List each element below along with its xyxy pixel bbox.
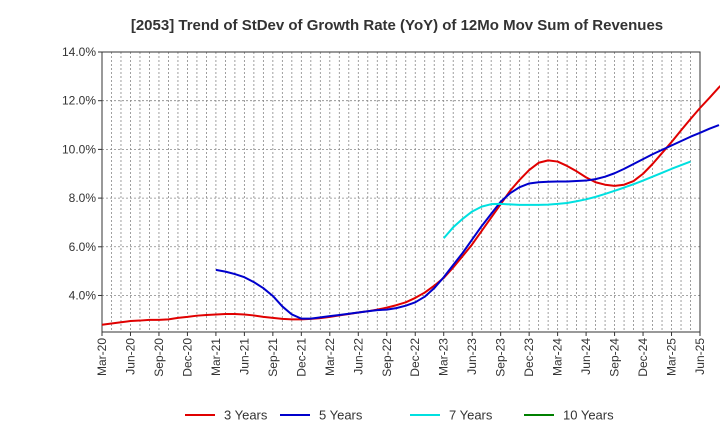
- x-tick-label: Jun-22: [351, 338, 365, 375]
- legend-label: 10 Years: [563, 408, 614, 423]
- y-tick-label: 4.0%: [69, 288, 97, 302]
- series-line-7-years: [442, 160, 691, 239]
- series-line-3-years: [101, 84, 720, 326]
- y-tick-label: 6.0%: [69, 240, 97, 254]
- legend-label: 5 Years: [319, 408, 363, 423]
- x-tick-label: Jun-21: [237, 338, 251, 375]
- plot-area: [101, 51, 701, 333]
- x-tick-label: Mar-25: [665, 338, 679, 376]
- x-tick-label: Dec-20: [180, 338, 194, 377]
- x-tick-label: Sep-21: [266, 338, 280, 377]
- x-tick-label: Mar-22: [323, 338, 337, 376]
- y-tick-label: 14.0%: [62, 45, 96, 59]
- x-tick-label: Sep-24: [608, 338, 622, 377]
- y-tick-label: 8.0%: [69, 191, 97, 205]
- x-axis: Mar-20 Jun-20 Sep-20 Dec-20 Mar-21 Jun-21 Sep-…: [95, 332, 707, 377]
- legend-item-3-years: 3 Years: [185, 408, 268, 423]
- x-tick-label: Dec-23: [522, 338, 536, 377]
- x-tick-label: Jun-24: [579, 338, 593, 375]
- legend-label: 7 Years: [449, 408, 493, 423]
- x-tick-label: Mar-21: [209, 338, 223, 376]
- x-tick-label: Sep-20: [152, 338, 166, 377]
- x-tick-label: Dec-21: [294, 338, 308, 377]
- y-tick-label: 12.0%: [62, 94, 96, 108]
- x-tick-label: Sep-23: [494, 338, 508, 377]
- y-axis: 4.0% 6.0% 8.0% 10.0% 12.0% 14.0%: [62, 45, 102, 302]
- series-line-5-years: [215, 124, 720, 320]
- legend: 3 Years 5 Years 7 Years 10 Years: [185, 408, 614, 423]
- x-tick-label: Jun-20: [123, 338, 137, 375]
- x-tick-label: Dec-24: [636, 338, 650, 377]
- y-tick-label: 10.0%: [62, 142, 96, 156]
- x-tick-label: Jun-25: [693, 338, 707, 375]
- legend-label: 3 Years: [224, 408, 268, 423]
- grid: [101, 51, 701, 332]
- x-tick-label: Sep-22: [380, 338, 394, 377]
- legend-item-7-years: 7 Years: [410, 408, 493, 423]
- series-layer: [101, 84, 720, 326]
- x-tick-label: Mar-24: [551, 338, 565, 376]
- x-tick-label: Mar-23: [437, 338, 451, 376]
- legend-item-10-years: 10 Years: [524, 408, 614, 423]
- chart-title: [2053] Trend of StDev of Growth Rate (Yo…: [131, 17, 663, 34]
- legend-item-5-years: 5 Years: [280, 408, 363, 423]
- x-tick-label: Jun-23: [465, 338, 479, 375]
- x-tick-label: Dec-22: [408, 338, 422, 377]
- x-tick-label: Mar-20: [95, 338, 109, 376]
